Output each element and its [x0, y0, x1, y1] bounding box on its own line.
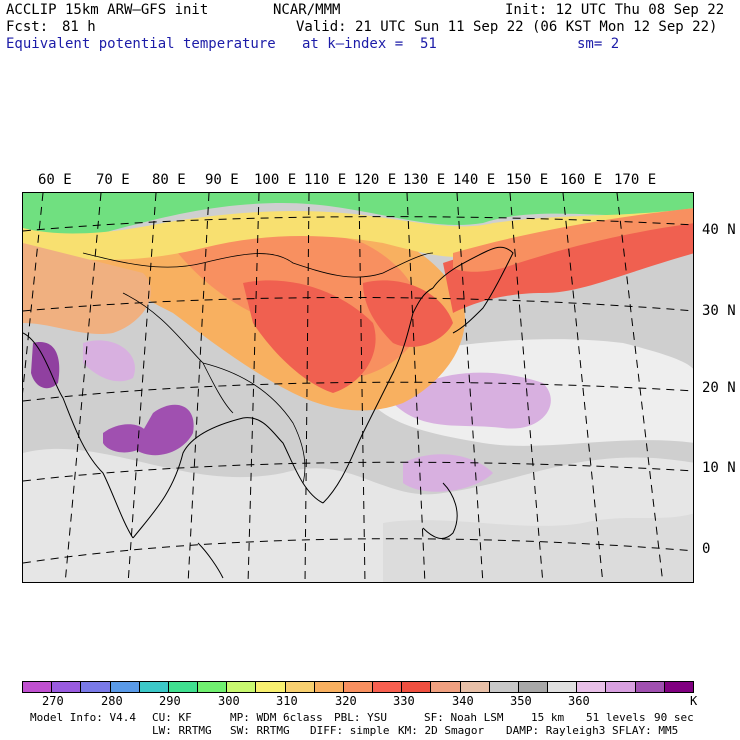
colorbar-swatch [314, 682, 344, 692]
footer-item: 15 km [531, 711, 565, 724]
colorbar-tick: 350 [510, 694, 532, 708]
colorbar-swatch [664, 682, 693, 692]
lat-label: 40 N [702, 222, 736, 238]
footer-item: DIFF: simple [310, 724, 390, 737]
colorbar-swatch [606, 682, 636, 692]
lon-label: 70 E [96, 172, 130, 188]
footer-item: DAMP: Rayleigh3 [506, 724, 606, 737]
colorbar-swatch [285, 682, 315, 692]
colorbar-swatch [402, 682, 432, 692]
lat-label: 0 [702, 541, 711, 557]
colorbar-tick: 320 [335, 694, 357, 708]
lon-label: 150 E [506, 172, 549, 188]
colorbar-swatch [52, 682, 82, 692]
colorbar-swatch [110, 682, 140, 692]
lon-label: 170 E [614, 172, 657, 188]
colorbar-tick: 270 [42, 694, 64, 708]
colorbar-swatch [489, 682, 519, 692]
footer-item: SW: RRTMG [230, 724, 290, 737]
colorbar-swatch [431, 682, 461, 692]
lon-label: 120 E [354, 172, 397, 188]
footer-item: 51 levels [586, 711, 646, 724]
colorbar-tick: 360 [568, 694, 590, 708]
footer-item: SF: Noah LSM [424, 711, 504, 724]
lon-label: 160 E [560, 172, 603, 188]
lon-label: 100 E [254, 172, 297, 188]
valid-time: Valid: 21 UTC Sun 11 Sep 22 (06 KST Mon … [296, 19, 718, 35]
smoothing: sm= 2 [577, 36, 620, 52]
map-panel [22, 192, 694, 583]
colorbar-swatch [518, 682, 549, 692]
colorbar-swatch [81, 682, 111, 692]
colorbar-swatch [256, 682, 286, 692]
colorbar-swatch [139, 682, 169, 692]
level-index: at k–index = 51 [302, 36, 437, 52]
footer-item: KM: 2D Smagor [398, 724, 485, 737]
footer-item: LW: RRTMG [152, 724, 212, 737]
theta-e-field [23, 193, 693, 582]
lat-label: 30 N [702, 303, 736, 319]
colorbar-swatch [373, 682, 403, 692]
lon-label: 80 E [152, 172, 186, 188]
footer-item: CU: KF [152, 711, 192, 724]
footer-item: SFLAY: MM5 [612, 724, 679, 737]
lon-label: 60 E [38, 172, 72, 188]
colorbar-swatch [460, 682, 490, 692]
forecast-label: Fcst: [6, 19, 49, 35]
footer-item: 90 sec [654, 711, 694, 724]
center-name: NCAR/MMM [273, 2, 341, 18]
colorbar-tick: 330 [393, 694, 415, 708]
lon-label: 90 E [205, 172, 239, 188]
colorbar-swatch [343, 682, 374, 692]
forecast-hours: 81 h [62, 19, 96, 35]
colorbar-swatch [198, 682, 228, 692]
colorbar-swatch [168, 682, 199, 692]
colorbar-tick: 290 [159, 694, 181, 708]
colorbar-swatch [227, 682, 257, 692]
field-name: Equivalent potential temperature [6, 36, 276, 52]
colorbar-swatch [635, 682, 665, 692]
model-title: ACCLIP 15km ARW–GFS init [6, 2, 209, 18]
colorbar-tick: 280 [101, 694, 123, 708]
footer-item: PBL: YSU [334, 711, 387, 724]
colorbar-swatch [577, 682, 607, 692]
lat-label: 10 N [702, 460, 736, 476]
footer-item: MP: WDM 6class [230, 711, 323, 724]
colorbar [22, 681, 694, 693]
lat-label: 20 N [702, 380, 736, 396]
colorbar-tick: 340 [452, 694, 474, 708]
lon-label: 140 E [453, 172, 496, 188]
lon-label: 130 E [403, 172, 446, 188]
colorbar-tick: 300 [218, 694, 240, 708]
init-time: Init: 12 UTC Thu 08 Sep 22 [505, 2, 725, 18]
footer-item: Model Info: V4.4 [30, 711, 136, 724]
colorbar-swatch [23, 682, 53, 692]
lon-label: 110 E [304, 172, 347, 188]
colorbar-swatch [548, 682, 578, 692]
colorbar-tick: 310 [276, 694, 298, 708]
colorbar-unit: K [690, 694, 698, 708]
